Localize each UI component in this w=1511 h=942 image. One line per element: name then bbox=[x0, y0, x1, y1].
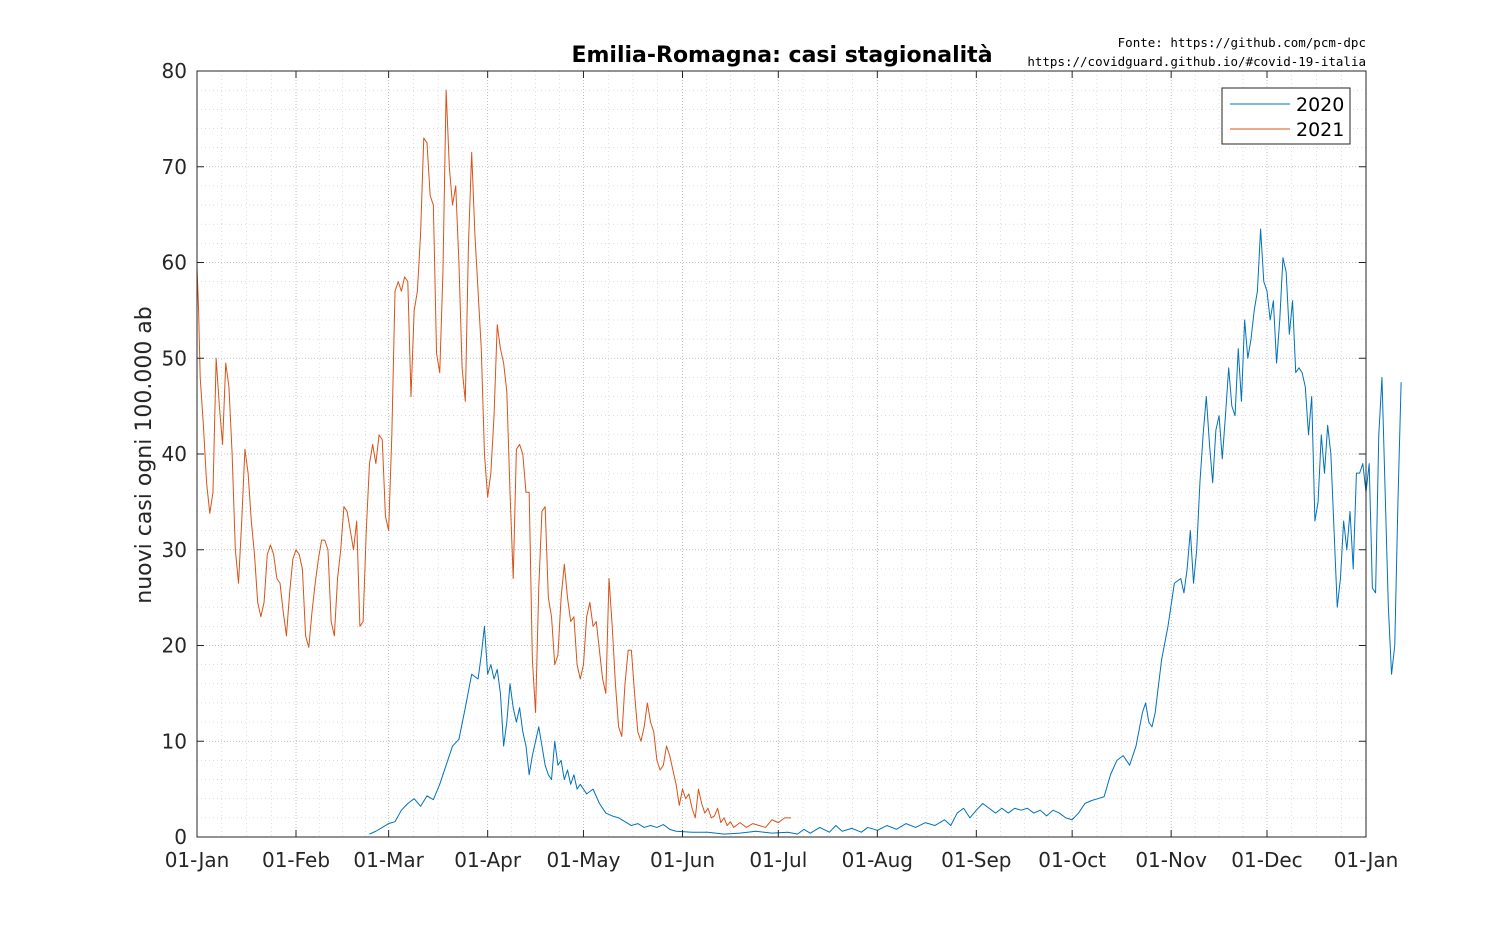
series-layer bbox=[196, 89, 1402, 835]
x-tick-label: 01-Jan bbox=[165, 848, 230, 872]
x-tick-label: 01-Jul bbox=[749, 848, 807, 872]
x-tick-label: 01-Jan bbox=[1334, 848, 1399, 872]
y-tick-label: 20 bbox=[162, 634, 187, 658]
chart-title: Emilia-Romagna: casi stagionalità bbox=[571, 43, 992, 68]
x-tick-label: 01-Feb bbox=[262, 848, 330, 872]
x-tick-label: 01-Nov bbox=[1135, 848, 1207, 872]
x-tick-label: 01-Jun bbox=[650, 848, 715, 872]
x-tick-label: 01-Aug bbox=[842, 848, 913, 872]
x-tick-label: 01-Sep bbox=[941, 848, 1011, 872]
source-line-2: https://covidguard.github.io/#covid-19-i… bbox=[1027, 54, 1366, 69]
x-tick-label: 01-May bbox=[546, 848, 620, 872]
legend: 2020 2021 bbox=[1221, 87, 1351, 145]
y-tick-label: 60 bbox=[162, 251, 187, 275]
y-tick-label: 80 bbox=[162, 59, 187, 83]
legend-label-2020: 2020 bbox=[1296, 94, 1344, 116]
x-tick-label: 01-Oct bbox=[1038, 848, 1106, 872]
minor-grid bbox=[197, 71, 1366, 837]
source-line-1: Fonte: https://github.com/pcm-dpc bbox=[1118, 35, 1366, 50]
x-tick-label: 01-Apr bbox=[454, 848, 522, 872]
y-tick-label: 70 bbox=[162, 155, 187, 179]
y-axis-label: nuovi casi ogni 100.000 ab bbox=[132, 306, 157, 604]
series-line-2021 bbox=[196, 89, 792, 828]
x-axis: 01-Jan 01-Feb 01-Mar 01-Apr 01-May 01-Jun 01-J… bbox=[165, 71, 1399, 872]
y-tick-label: 10 bbox=[162, 729, 187, 753]
x-tick-label: 01-Mar bbox=[353, 848, 424, 872]
legend-label-2021: 2021 bbox=[1296, 119, 1344, 141]
y-tick-label: 30 bbox=[162, 538, 187, 562]
y-tick-label: 50 bbox=[162, 346, 187, 370]
x-tick-label: 01-Dec bbox=[1231, 848, 1302, 872]
legend-box bbox=[1221, 87, 1351, 145]
y-tick-label: 0 bbox=[174, 825, 187, 849]
series-line-2020 bbox=[369, 228, 1402, 835]
y-tick-label: 40 bbox=[162, 442, 187, 466]
y-axis: 0 10 20 30 40 50 60 70 80 bbox=[162, 59, 1366, 849]
